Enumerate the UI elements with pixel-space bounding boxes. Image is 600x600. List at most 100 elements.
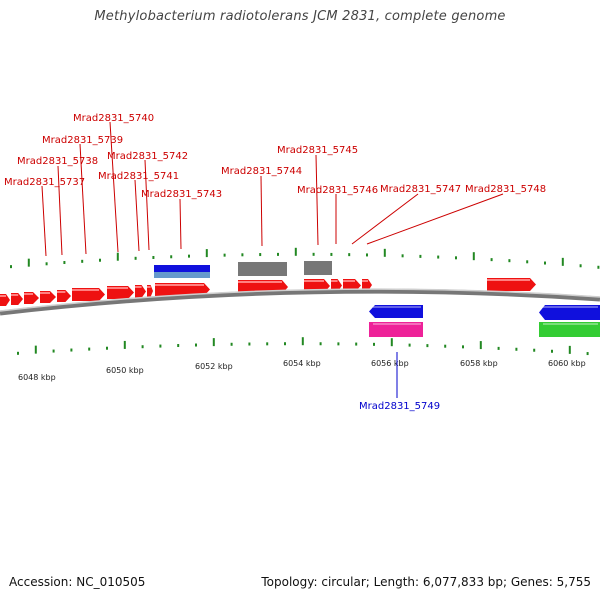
gene-label-leader: [41, 185, 47, 257]
gene-highlight: [0, 295, 6, 297]
gene-label-leader: [260, 175, 263, 247]
forward-gene-arrow[interactable]: [72, 288, 105, 301]
kbp-label: 6052 kbp: [195, 362, 233, 371]
gene-label-leader: [109, 121, 119, 253]
forward-gene-arrow[interactable]: [135, 285, 146, 298]
tick-mark: [526, 260, 529, 264]
gene-highlight: [40, 292, 50, 294]
gene-label[interactable]: Mrad2831_5742: [107, 151, 188, 162]
reverse-gene-track: [369, 305, 600, 337]
tick-mark: [106, 346, 108, 350]
tick-mark: [241, 253, 244, 257]
tick-mark: [284, 342, 286, 346]
rrna-feature[interactable]: [154, 272, 210, 278]
tick-mark: [437, 255, 440, 259]
gene-label[interactable]: Mrad2831_5737: [4, 177, 85, 188]
tick-mark: [259, 253, 262, 257]
tick-mark: [116, 252, 119, 261]
gene-label[interactable]: Mrad2831_5740: [73, 113, 154, 124]
tick-mark: [266, 342, 269, 346]
gene-label[interactable]: Mrad2831_5746: [297, 185, 378, 196]
tick-mark: [294, 247, 297, 256]
tick-mark: [515, 347, 518, 351]
kbp-scale: 6048 kbp 6050 kbp 6052 kbp 6054 kbp 6056…: [18, 359, 586, 382]
tick-mark: [230, 342, 233, 346]
reverse-gene-arrow[interactable]: [539, 305, 600, 320]
gene-label-leader: [144, 159, 150, 251]
gene-feature[interactable]: [539, 322, 600, 337]
gene-highlight: [543, 306, 598, 308]
feature-track-top: [154, 261, 332, 278]
forward-gene-arrow[interactable]: [155, 283, 210, 296]
tick-mark: [63, 261, 66, 265]
gene-feature[interactable]: [369, 322, 423, 337]
accession-info: Accession: NC_010505: [9, 575, 145, 589]
tick-mark: [152, 255, 155, 259]
tick-mark: [490, 258, 493, 262]
tick-mark: [551, 349, 553, 353]
tick-mark: [212, 338, 215, 347]
gene-label[interactable]: Mrad2831_5739: [42, 135, 123, 146]
gene-highlight: [543, 323, 598, 325]
gene-label[interactable]: Mrad2831_5745: [277, 145, 358, 156]
gene-label[interactable]: Mrad2831_5749: [359, 401, 440, 412]
gene-label-leader: [351, 193, 419, 245]
reverse-gene-arrow[interactable]: [369, 305, 423, 318]
rrna-feature[interactable]: [154, 265, 210, 272]
tick-mark: [27, 258, 30, 267]
tick-mark: [479, 341, 482, 350]
tick-mark: [426, 344, 429, 348]
tick-mark: [205, 249, 208, 258]
gene-label[interactable]: Mrad2831_5743: [141, 189, 222, 200]
tick-mark: [508, 259, 511, 263]
gene-highlight: [147, 286, 151, 288]
tick-mark: [17, 351, 19, 355]
tick-mark: [419, 254, 422, 258]
kbp-label: 6060 kbp: [548, 359, 586, 368]
kbp-label: 6054 kbp: [283, 359, 321, 368]
tick-mark: [141, 345, 144, 349]
tick-mark: [408, 343, 411, 347]
tick-mark: [544, 261, 546, 265]
tick-mark: [159, 344, 162, 348]
tick-mark: [455, 256, 457, 260]
gene-label-leader: [57, 165, 63, 256]
gene-label[interactable]: Mrad2831_5748: [465, 184, 546, 195]
gene-highlight: [343, 280, 355, 282]
gene-highlight: [155, 284, 204, 286]
gene-label[interactable]: Mrad2831_5744: [221, 166, 302, 177]
tick-mark: [88, 347, 91, 351]
reverse-gene-labels: Mrad2831_5749: [359, 352, 440, 412]
accession-label: Accession:: [9, 575, 73, 589]
gene-label[interactable]: Mrad2831_5741: [98, 171, 179, 182]
gene-label-leader: [366, 193, 504, 245]
gene-highlight: [373, 306, 421, 308]
genome-backbone-highlight: [0, 288, 600, 312]
gene-label[interactable]: Mrad2831_5738: [17, 156, 98, 167]
page-title: Methylobacterium radiotolerans JCM 2831,…: [94, 9, 506, 24]
tick-mark: [366, 253, 368, 257]
genome-stats: Topology: circular; Length: 6,077,833 bp…: [261, 575, 591, 589]
gene-label[interactable]: Mrad2831_5747: [380, 184, 461, 195]
tick-mark: [533, 348, 536, 352]
forward-gene-arrow[interactable]: [487, 278, 536, 291]
gene-label-leader: [134, 179, 140, 252]
inner-tick-marks: [17, 337, 589, 356]
tick-mark: [579, 264, 582, 268]
tick-mark: [301, 337, 304, 346]
tick-mark: [123, 340, 126, 349]
rrna-feature[interactable]: [304, 261, 332, 275]
tick-mark: [383, 248, 386, 257]
rrna-feature[interactable]: [238, 262, 287, 276]
gene-highlight: [107, 287, 128, 289]
tick-mark: [497, 346, 500, 350]
gene-highlight: [373, 323, 421, 325]
tick-mark: [223, 253, 226, 257]
tick-mark: [99, 258, 101, 262]
tick-mark: [188, 254, 190, 258]
forward-gene-track: [0, 278, 536, 306]
tick-mark: [81, 259, 84, 263]
forward-gene-arrow[interactable]: [107, 286, 134, 299]
gene-highlight: [24, 293, 33, 295]
tick-mark: [462, 345, 464, 349]
